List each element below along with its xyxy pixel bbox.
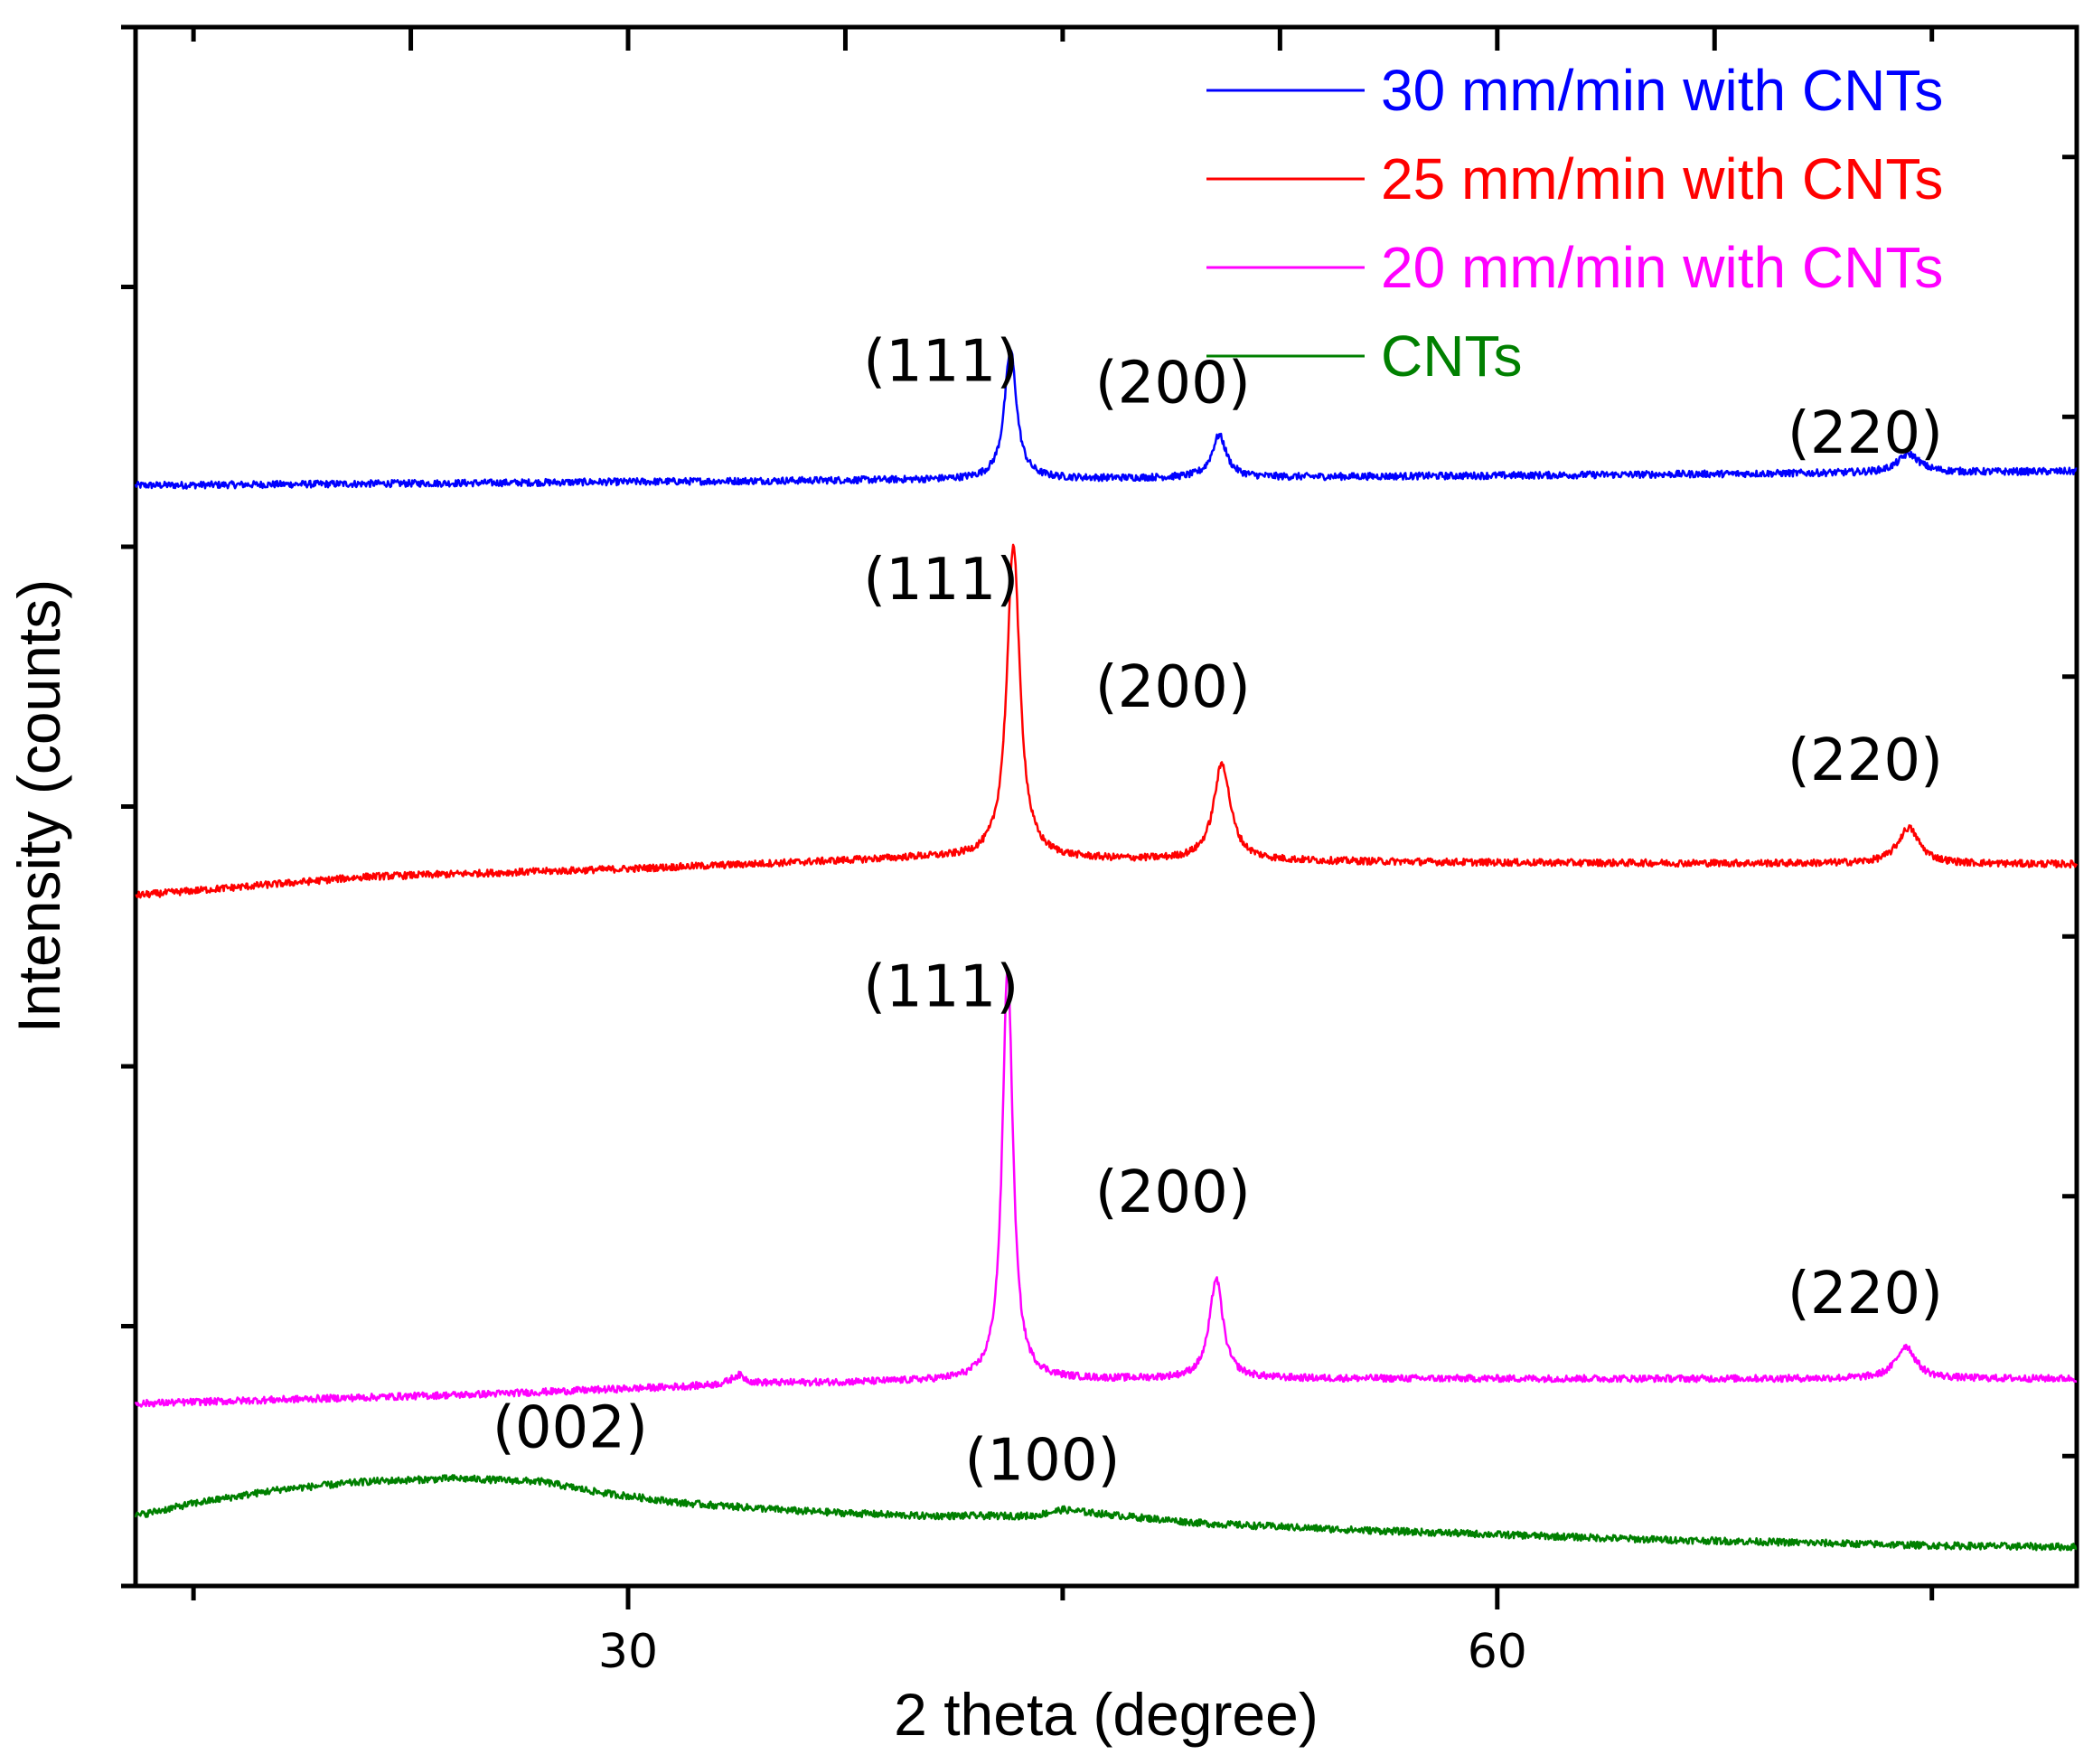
x-tick-label: 30 [598,1625,658,1679]
legend-entry: 20 mm/min with CNTs [1381,235,1943,300]
legend-entry: CNTs [1381,324,1522,389]
y-axis-title: Intensity (counts) [5,579,72,1034]
peak-label: (100) [964,1428,1120,1495]
x-axis-title: 2 theta (degree) [894,1681,1319,1748]
x-tick-label: 60 [1468,1625,1527,1679]
peak-label: (002) [493,1394,648,1461]
series-line [135,543,2079,899]
peak-label: (111) [863,547,1018,614]
legend-entry: 25 mm/min with CNTs [1381,146,1943,211]
peak-label: (220) [1788,727,1943,794]
peak-label: (220) [1788,1261,1943,1328]
series-line [134,1474,2078,1552]
legend-entry: 30 mm/min with CNTs [1381,58,1943,123]
peak-label: (111) [863,329,1018,396]
series-line [134,347,2078,490]
series-line [134,967,2078,1408]
peak-label: (200) [1095,1159,1251,1226]
peak-label: (111) [863,953,1018,1020]
peak-label: (200) [1095,351,1251,418]
peak-label: (220) [1788,400,1943,467]
peak-label: (200) [1095,654,1251,721]
